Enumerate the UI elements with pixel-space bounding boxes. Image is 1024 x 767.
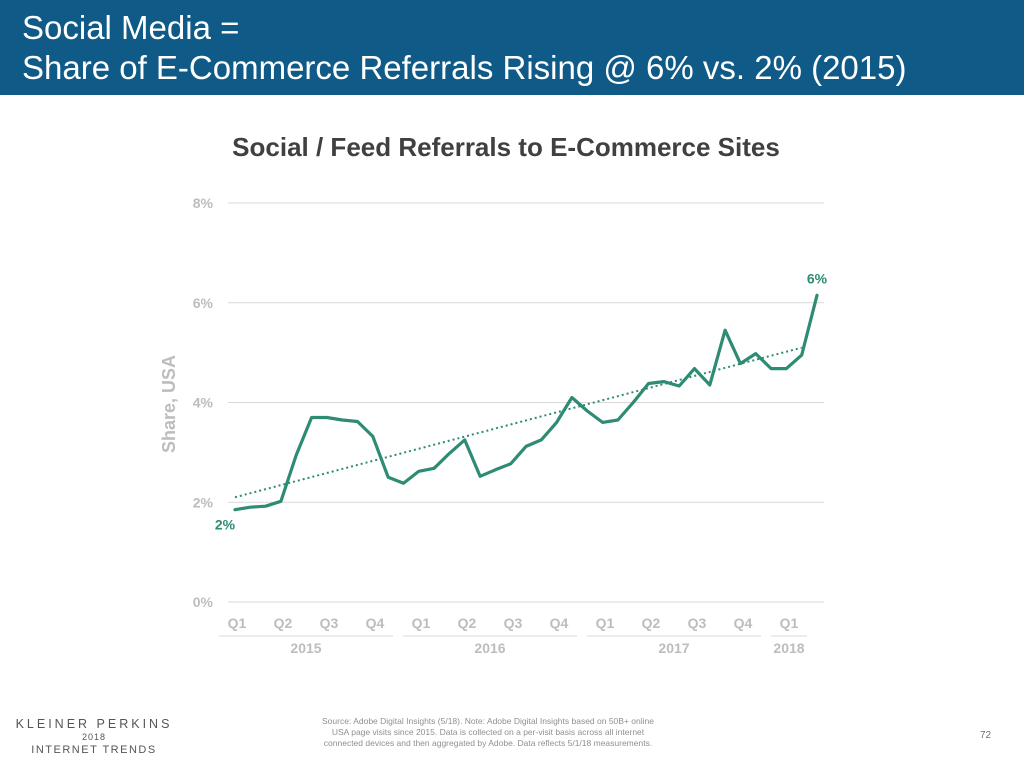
- logo-line2: 2018: [81, 732, 107, 742]
- logo-line3: INTERNET TRENDS: [31, 744, 157, 756]
- x-quarter-label: Q1: [412, 615, 431, 631]
- x-quarter-label: Q1: [228, 615, 247, 631]
- logo-line1: KLEINER PERKINS: [15, 717, 173, 731]
- page-number: 72: [980, 730, 992, 741]
- data-label-start: 2%: [215, 517, 236, 533]
- x-quarter-label: Q3: [504, 615, 523, 631]
- x-quarter-label: Q2: [274, 615, 293, 631]
- line-chart: 0% 2% 4% 6% 8% Share, USA Q1 Q2 Q3 Q4 Q1 Q2 Q3 Q4 Q1 Q2…: [159, 195, 828, 656]
- x-quarter-label: Q2: [458, 615, 477, 631]
- x-year-label: 2018: [773, 640, 804, 656]
- x-year-label: 2015: [290, 640, 321, 656]
- chart-title: Social / Feed Referrals to E-Commerce Si…: [232, 132, 780, 162]
- source-line1: Source: Adobe Digital Insights (5/18). N…: [322, 716, 654, 726]
- data-label-end: 6%: [807, 270, 828, 286]
- slide-title-line1: Social Media =: [22, 9, 240, 46]
- y-axis-label: Share, USA: [159, 355, 179, 453]
- x-quarter-label: Q1: [596, 615, 615, 631]
- source-line3: connected devices and then aggregated by…: [323, 738, 653, 748]
- y-tick-label: 6%: [193, 295, 214, 311]
- y-tick-label: 2%: [193, 494, 214, 510]
- source-line2: USA page visits since 2015. Data is coll…: [331, 727, 645, 737]
- x-quarter-label: Q2: [642, 615, 661, 631]
- slide-title-line2: Share of E-Commerce Referrals Rising @ 6…: [22, 49, 907, 86]
- series-line: [233, 293, 819, 512]
- kleiner-perkins-logo: KLEINER PERKINS 2018 INTERNET TRENDS: [14, 718, 174, 757]
- source-note: Source: Adobe Digital Insights (5/18). N…: [278, 716, 698, 749]
- x-quarter-label: Q4: [366, 615, 385, 631]
- trendline: [234, 346, 802, 499]
- x-year-label: 2017: [658, 640, 689, 656]
- x-quarter-label: Q1: [780, 615, 799, 631]
- y-tick-label: 4%: [193, 395, 214, 411]
- x-quarter-label: Q3: [320, 615, 339, 631]
- slide-header: Social Media = Share of E-Commerce Refer…: [0, 0, 1024, 95]
- x-quarter-label: Q4: [550, 615, 569, 631]
- y-tick-label: 0%: [193, 594, 214, 610]
- y-tick-label: 8%: [193, 195, 214, 211]
- x-quarter-label: Q3: [688, 615, 707, 631]
- x-year-label: 2016: [474, 640, 505, 656]
- x-quarter-label: Q4: [734, 615, 753, 631]
